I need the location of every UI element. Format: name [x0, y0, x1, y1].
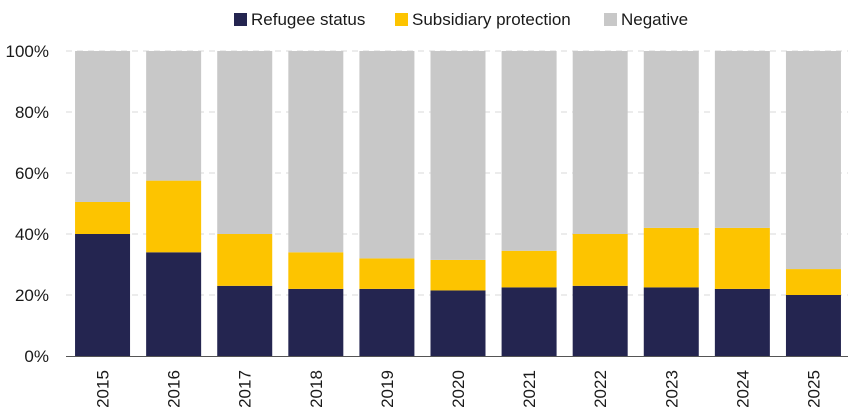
y-tick-label: 0% [24, 347, 49, 366]
legend-label-0: Refugee status [251, 10, 365, 29]
bar-segment-2025-1 [785, 269, 841, 295]
x-tick-label: 2021 [520, 370, 539, 408]
bar-segment-2018-2 [288, 51, 344, 253]
legend-swatch-1 [395, 13, 408, 26]
x-tick-label: 2019 [378, 370, 397, 408]
bar-segment-2017-2 [217, 51, 273, 234]
y-tick-label: 80% [15, 103, 49, 122]
legend: Refugee status Subsidiary protection Negat… [234, 10, 688, 29]
bar-segment-2022-2 [572, 51, 628, 234]
bar-segment-2023-0 [643, 287, 699, 356]
bar-segment-2015-2 [75, 51, 131, 202]
bar-segment-2025-0 [785, 295, 841, 356]
bar-segment-2016-2 [146, 51, 202, 181]
bar-segment-2019-2 [359, 51, 415, 259]
bar-segment-2021-0 [501, 287, 557, 356]
x-tick-label: 2025 [804, 370, 823, 408]
bar-segment-2021-2 [501, 51, 557, 251]
bar-segment-2024-0 [714, 288, 770, 356]
x-tick-label: 2018 [307, 370, 326, 408]
bar-segment-2018-0 [288, 288, 344, 356]
y-axis-ticks: 0% 20% 40% 60% 80% 100% [6, 42, 49, 366]
bar-segment-2020-1 [430, 259, 486, 291]
x-tick-label: 2024 [733, 370, 752, 408]
bar-segment-2025-2 [785, 51, 841, 270]
bar-segment-2024-1 [714, 227, 770, 289]
bars [75, 51, 841, 356]
bar-segment-2015-0 [75, 234, 131, 356]
x-tick-label: 2023 [662, 370, 681, 408]
bar-segment-2023-1 [643, 227, 699, 288]
legend-swatch-0 [234, 13, 247, 26]
y-tick-label: 60% [15, 164, 49, 183]
bar-segment-2024-2 [714, 51, 770, 228]
bar-segment-2018-1 [288, 252, 344, 289]
bar-segment-2016-0 [146, 252, 202, 356]
bar-segment-2015-1 [75, 201, 131, 234]
x-axis-ticks: 2015 2016 2017 2018 2019 2020 2021 2022 2023 2024… [94, 370, 824, 408]
bar-segment-2017-0 [217, 285, 273, 356]
bar-segment-2019-0 [359, 288, 415, 356]
bar-segment-2022-1 [572, 234, 628, 286]
legend-label-2: Negative [621, 10, 688, 29]
bar-segment-2016-1 [146, 180, 202, 253]
y-tick-label: 100% [6, 42, 49, 61]
x-tick-label: 2017 [236, 370, 255, 408]
bar-segment-2020-0 [430, 290, 486, 356]
bar-segment-2021-1 [501, 250, 557, 288]
x-tick-label: 2015 [94, 370, 113, 408]
x-tick-label: 2022 [591, 370, 610, 408]
legend-swatch-2 [604, 13, 617, 26]
bar-segment-2020-2 [430, 51, 486, 260]
x-tick-label: 2016 [165, 370, 184, 408]
bar-segment-2022-0 [572, 285, 628, 356]
bar-segment-2019-1 [359, 258, 415, 289]
legend-label-1: Subsidiary protection [412, 10, 571, 29]
bar-segment-2017-1 [217, 234, 273, 286]
bar-segment-2023-2 [643, 51, 699, 228]
y-tick-label: 40% [15, 225, 49, 244]
x-tick-label: 2020 [449, 370, 468, 408]
y-tick-label: 20% [15, 286, 49, 305]
